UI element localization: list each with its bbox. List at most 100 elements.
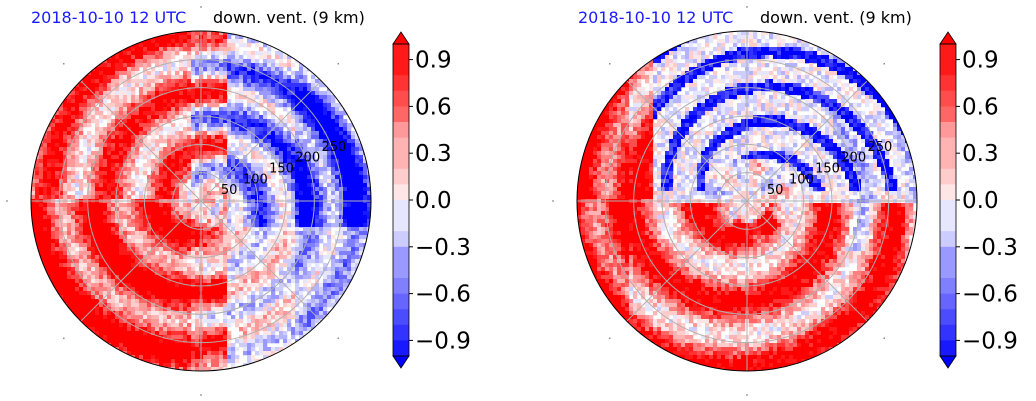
heatmap-cell xyxy=(127,79,132,84)
heatmap-cell xyxy=(179,43,184,48)
heatmap-cell xyxy=(303,275,308,280)
heatmap-cell xyxy=(211,111,216,116)
heatmap-cell xyxy=(111,319,116,324)
heatmap-cell xyxy=(75,119,80,124)
heatmap-cell xyxy=(327,227,332,232)
heatmap-cell xyxy=(363,207,368,212)
heatmap-cell xyxy=(127,103,132,108)
heatmap-cell xyxy=(135,115,140,120)
heatmap-cell xyxy=(311,227,316,232)
heatmap-cell xyxy=(179,239,184,244)
heatmap-cell xyxy=(151,327,156,332)
heatmap-cell xyxy=(51,239,56,244)
heatmap-cell xyxy=(151,51,156,56)
heatmap-cell xyxy=(339,291,344,296)
heatmap-cell xyxy=(227,295,232,300)
heatmap-cell xyxy=(239,115,244,120)
heatmap-cell xyxy=(99,235,104,240)
heatmap-cell xyxy=(63,171,68,176)
heatmap-cell xyxy=(47,179,52,184)
heatmap-cell xyxy=(275,279,280,284)
heatmap-cell xyxy=(183,35,188,40)
heatmap-cell xyxy=(151,303,156,308)
heatmap-cell xyxy=(79,83,84,88)
heatmap-cell xyxy=(319,127,324,132)
heatmap-cell xyxy=(203,119,208,124)
heatmap-cell xyxy=(271,91,276,96)
heatmap-cell xyxy=(307,235,312,240)
heatmap-cell xyxy=(139,151,144,156)
heatmap-cell xyxy=(207,223,212,228)
heatmap-cell xyxy=(207,179,212,184)
heatmap-cell xyxy=(271,131,276,136)
heatmap-cell xyxy=(311,315,316,320)
heatmap-cell xyxy=(107,123,112,128)
heatmap-cell xyxy=(279,327,284,332)
heatmap-cell xyxy=(207,187,212,192)
heatmap-cell xyxy=(39,219,44,224)
heatmap-cell xyxy=(315,207,320,212)
heatmap-cell xyxy=(51,171,56,176)
heatmap-cell xyxy=(339,143,344,148)
heatmap-cell xyxy=(131,227,136,232)
heatmap-cell xyxy=(179,259,184,264)
heatmap-cell xyxy=(219,67,224,72)
heatmap-cell xyxy=(87,115,92,120)
heatmap-cell xyxy=(347,259,352,264)
heatmap-cell xyxy=(163,43,168,48)
heatmap-cell xyxy=(75,147,80,152)
heatmap-cell xyxy=(347,147,352,152)
heatmap-cell xyxy=(143,227,148,232)
heatmap-cell xyxy=(283,79,288,84)
heatmap-cell xyxy=(87,287,92,292)
heatmap-cell xyxy=(191,147,196,152)
heatmap-cell xyxy=(215,291,220,296)
heatmap-cell xyxy=(295,123,300,128)
heatmap-cell xyxy=(147,259,152,264)
heatmap-cell xyxy=(219,155,224,160)
heatmap-cell xyxy=(139,123,144,128)
heatmap-cell xyxy=(303,307,308,312)
heatmap-cell xyxy=(203,287,208,292)
heatmap-cell xyxy=(255,243,260,248)
heatmap-cell xyxy=(299,223,304,228)
heatmap-cell xyxy=(207,131,212,136)
heatmap-cell xyxy=(291,311,296,316)
heatmap-cell xyxy=(167,87,172,92)
heatmap-cell xyxy=(95,283,100,288)
heatmap-cell xyxy=(239,35,244,40)
heatmap-cell xyxy=(123,139,128,144)
heatmap-cell xyxy=(211,327,216,332)
heatmap-cell xyxy=(63,211,68,216)
heatmap-cell xyxy=(111,103,116,108)
heatmap-cell xyxy=(247,91,252,96)
heatmap-cell xyxy=(255,131,260,136)
heatmap-cell xyxy=(191,159,196,164)
heatmap-cell xyxy=(243,75,248,80)
heatmap-cell xyxy=(239,39,244,44)
heatmap-cell xyxy=(171,291,176,296)
heatmap-cell xyxy=(131,263,136,268)
heatmap-cell xyxy=(323,283,328,288)
heatmap-cell xyxy=(135,279,140,284)
heatmap-cell xyxy=(147,275,152,280)
heatmap-cell xyxy=(139,91,144,96)
heatmap-cell xyxy=(355,151,360,156)
heatmap-cell xyxy=(291,299,296,304)
heatmap-cell xyxy=(55,195,60,200)
heatmap-cell xyxy=(271,295,276,300)
heatmap-cell xyxy=(135,151,140,156)
heatmap-cell xyxy=(167,43,172,48)
heatmap-cell xyxy=(303,147,308,152)
heatmap-cell xyxy=(155,267,160,272)
heatmap-cell xyxy=(63,155,68,160)
heatmap-cell xyxy=(135,47,140,52)
heatmap-cell xyxy=(147,247,152,252)
heatmap-cell xyxy=(307,279,312,284)
heatmap-cell xyxy=(307,83,312,88)
heatmap-cell xyxy=(171,139,176,144)
heatmap-cell xyxy=(107,147,112,152)
heatmap-cell xyxy=(39,255,44,260)
heatmap-cell xyxy=(143,271,148,276)
heatmap-cell xyxy=(55,219,60,224)
